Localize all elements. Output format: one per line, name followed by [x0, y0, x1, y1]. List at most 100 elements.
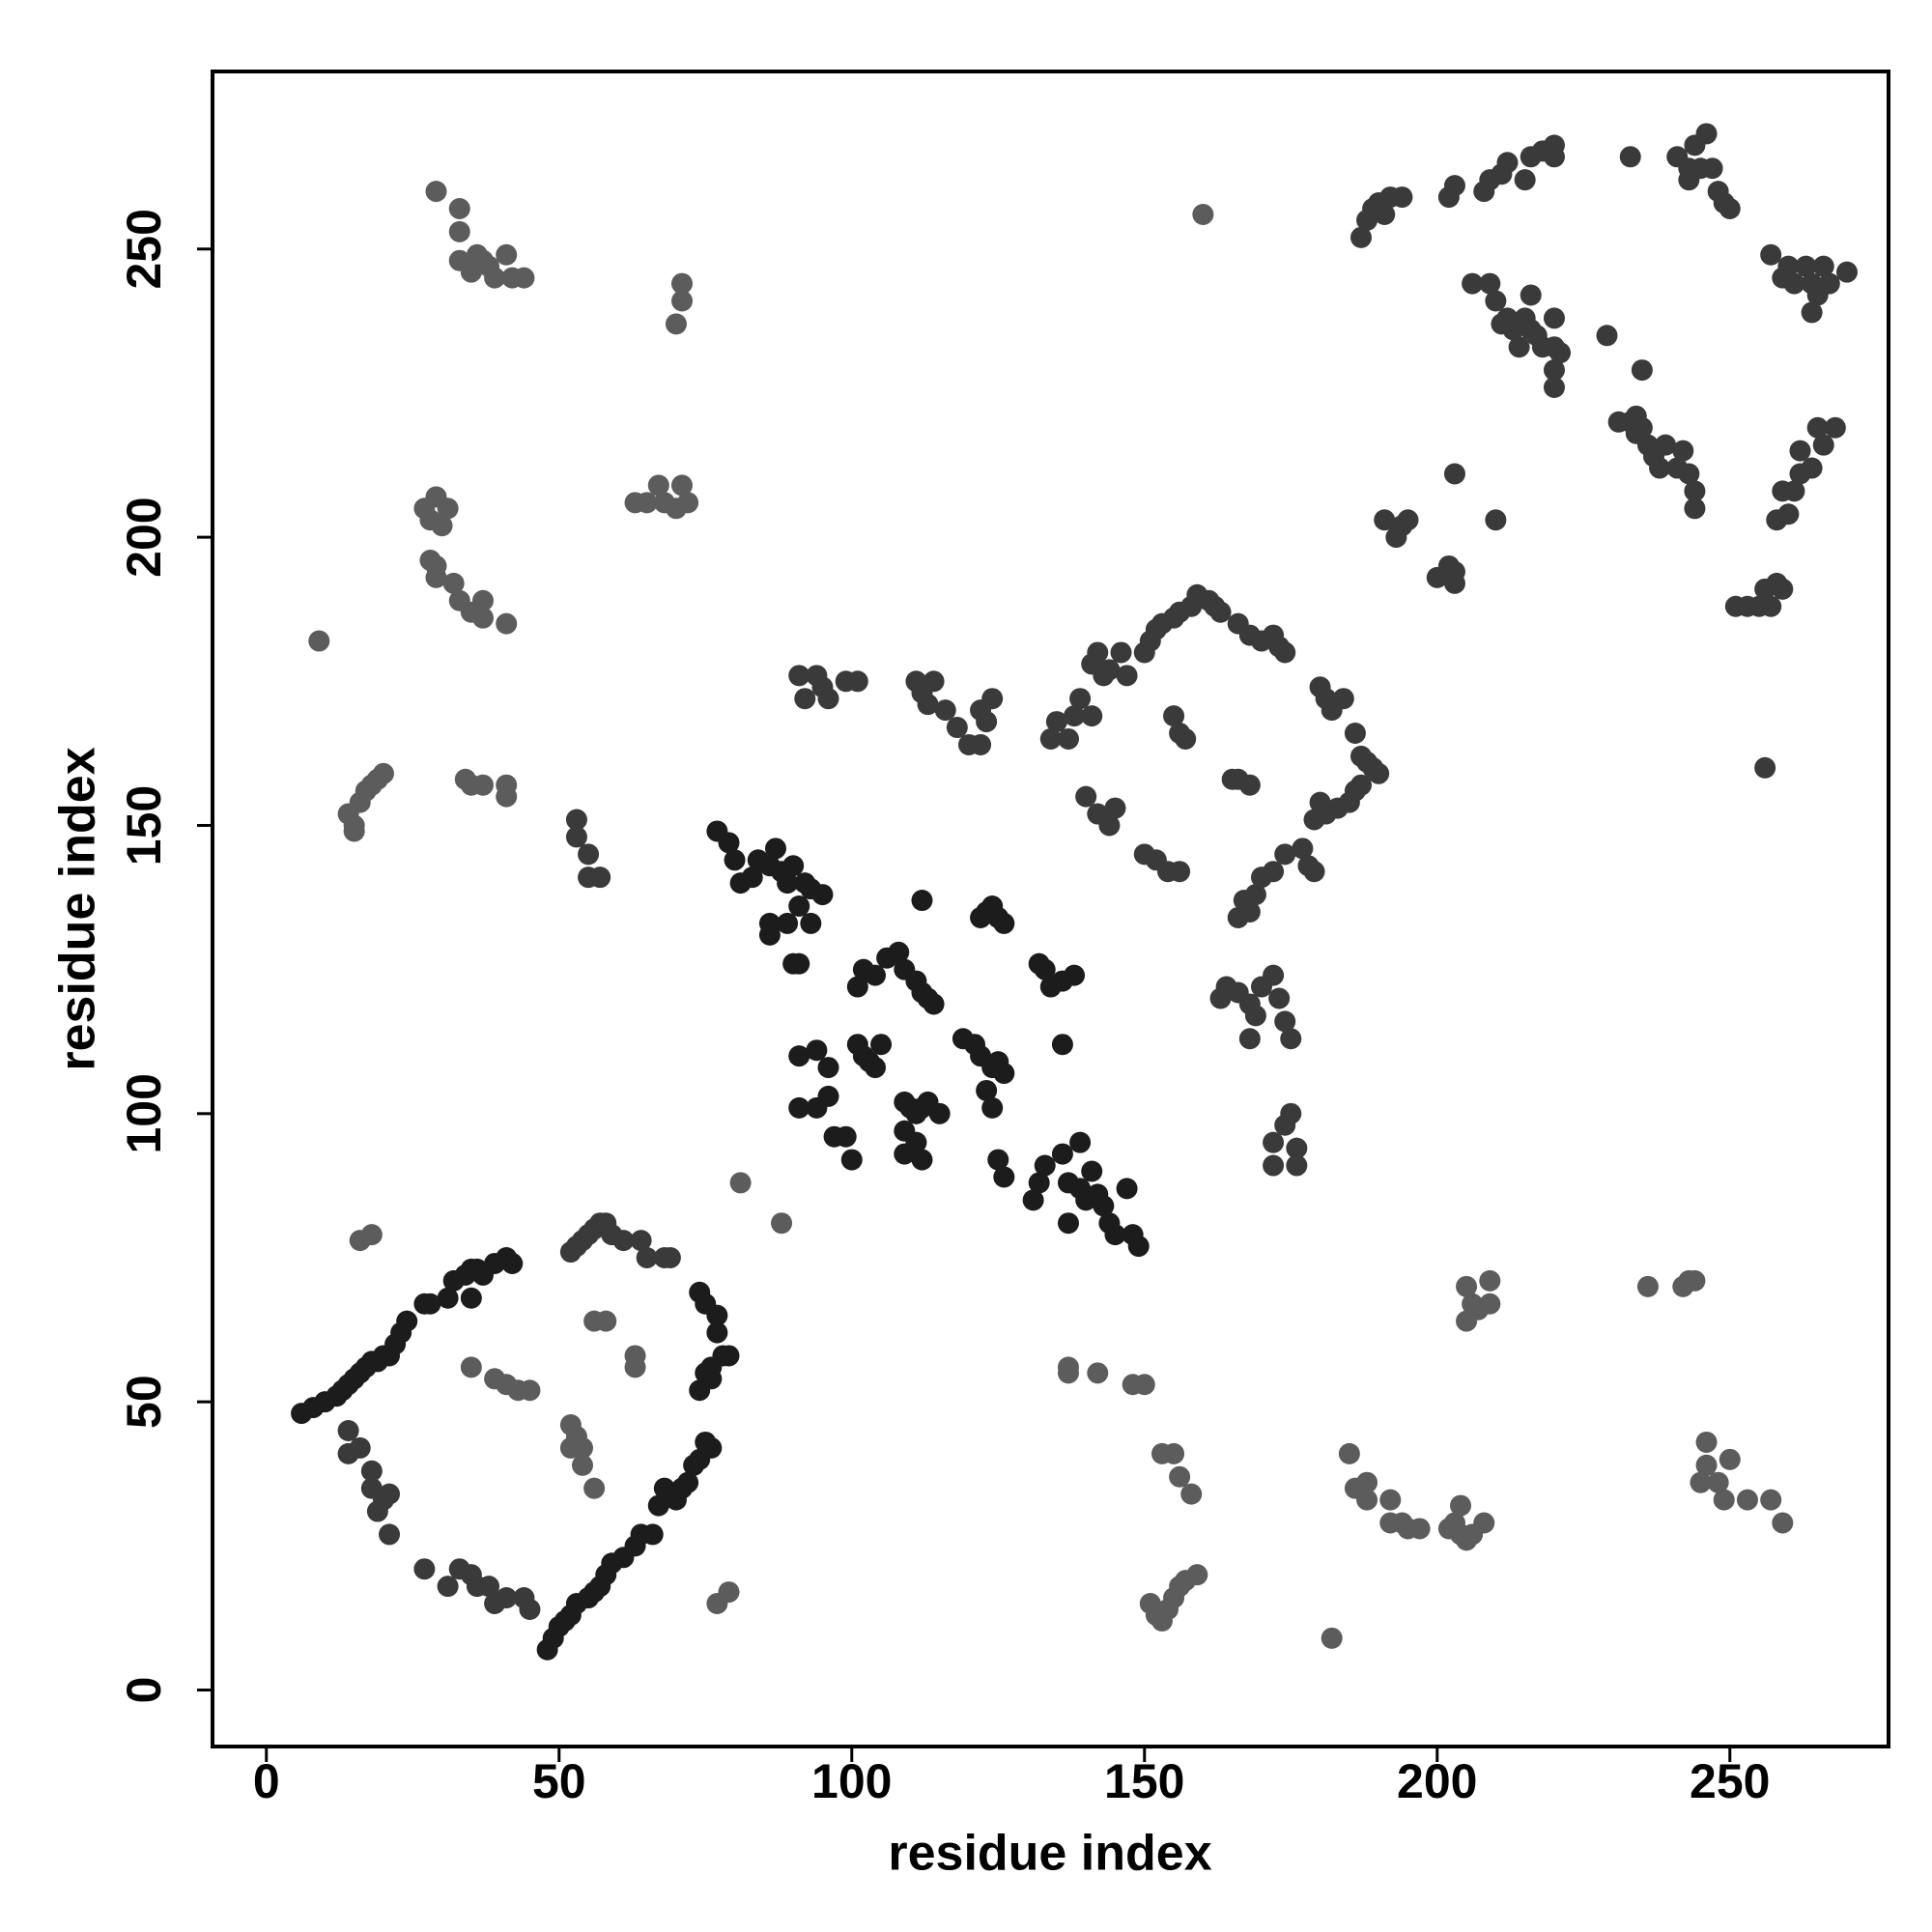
point [1274, 641, 1296, 664]
point [419, 1293, 441, 1315]
point [1321, 1627, 1343, 1649]
point [484, 1593, 506, 1615]
point [1772, 578, 1794, 600]
point [565, 809, 587, 831]
point [1514, 169, 1536, 191]
point [1104, 1224, 1126, 1246]
point [1338, 1442, 1360, 1464]
point [612, 1230, 635, 1252]
point [794, 688, 816, 710]
point [513, 267, 535, 289]
point [1093, 1195, 1115, 1217]
point [1496, 152, 1519, 174]
y-tick-label: 50 [117, 1375, 171, 1429]
point [1456, 1275, 1478, 1297]
point [917, 694, 939, 716]
point [718, 832, 740, 854]
point [595, 1310, 617, 1332]
point [817, 1085, 839, 1107]
point [706, 1321, 728, 1344]
point [1022, 1189, 1044, 1211]
point [1783, 480, 1805, 502]
point [360, 1460, 383, 1482]
point [1303, 809, 1325, 831]
point [923, 993, 945, 1015]
point [1695, 1454, 1718, 1476]
point [1485, 509, 1507, 531]
point [1713, 1489, 1735, 1511]
point [1069, 688, 1092, 710]
point [981, 1096, 1004, 1119]
point [1473, 1512, 1495, 1534]
point [1127, 1236, 1150, 1258]
point [1777, 503, 1800, 526]
point [1051, 1034, 1073, 1056]
point [448, 1558, 470, 1580]
point [865, 964, 887, 986]
point [1707, 1471, 1729, 1493]
point [1631, 359, 1653, 382]
point [741, 867, 763, 889]
point [671, 272, 694, 295]
point [379, 1483, 401, 1505]
point [1379, 1489, 1402, 1511]
point [536, 1638, 558, 1661]
point [1795, 255, 1817, 277]
point [846, 670, 868, 693]
point [1719, 198, 1741, 220]
point [1690, 1471, 1712, 1493]
point [1332, 688, 1354, 710]
point [1824, 416, 1846, 439]
point [1678, 463, 1700, 485]
point [1057, 727, 1079, 750]
y-tick-label: 200 [117, 497, 171, 577]
point [437, 1576, 459, 1598]
point [1057, 1362, 1079, 1384]
x-tick-label: 100 [811, 1754, 892, 1808]
y-tick-label: 0 [117, 1677, 171, 1704]
point [724, 849, 746, 871]
point [1391, 186, 1413, 209]
point [1274, 843, 1296, 866]
point [894, 1143, 916, 1165]
point [1806, 416, 1829, 439]
point [1684, 1269, 1706, 1292]
point [1719, 1448, 1741, 1470]
point [1169, 1465, 1191, 1488]
point [471, 774, 494, 796]
point [1309, 791, 1331, 813]
point [425, 181, 447, 203]
point [496, 243, 518, 266]
point [671, 474, 694, 497]
point [1443, 175, 1465, 197]
point [840, 1149, 863, 1171]
point [1280, 1028, 1302, 1050]
point [782, 855, 805, 877]
point [1087, 1362, 1109, 1384]
point [1636, 1275, 1659, 1297]
point [431, 515, 453, 537]
point [1238, 1028, 1261, 1050]
point [448, 198, 470, 220]
point [1081, 705, 1103, 727]
point [683, 1454, 705, 1476]
point [636, 1247, 658, 1269]
point [788, 895, 810, 918]
point [729, 1172, 752, 1194]
point [1286, 1154, 1308, 1177]
point [777, 872, 799, 895]
point [1075, 785, 1097, 808]
point [764, 838, 786, 860]
point [460, 1356, 482, 1378]
point [1175, 727, 1197, 750]
point [1034, 1154, 1056, 1177]
point [846, 976, 868, 998]
point [1684, 497, 1706, 520]
point [788, 1045, 810, 1067]
point [1064, 705, 1086, 727]
point [1356, 1489, 1378, 1511]
point [337, 1442, 359, 1464]
point [372, 762, 394, 784]
point [308, 630, 330, 652]
x-tick-label: 50 [532, 1754, 586, 1808]
